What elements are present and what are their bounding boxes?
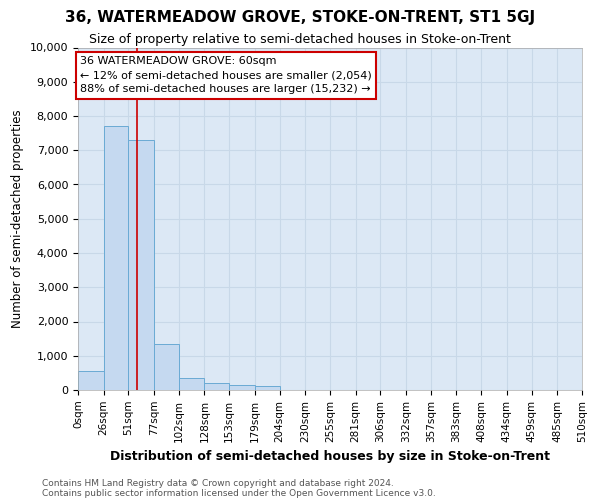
Bar	[229, 385, 255, 390]
Bar	[255, 386, 280, 390]
Text: 36 WATERMEADOW GROVE: 60sqm
← 12% of semi-detached houses are smaller (2,054)
88: 36 WATERMEADOW GROVE: 60sqm ← 12% of sem…	[80, 56, 372, 94]
Bar	[154, 344, 179, 390]
Text: Contains public sector information licensed under the Open Government Licence v3: Contains public sector information licen…	[42, 488, 436, 498]
Y-axis label: Number of semi-detached properties: Number of semi-detached properties	[11, 110, 24, 328]
Bar	[104, 126, 128, 390]
Bar	[205, 383, 229, 390]
Text: Size of property relative to semi-detached houses in Stoke-on-Trent: Size of property relative to semi-detach…	[89, 32, 511, 46]
X-axis label: Distribution of semi-detached houses by size in Stoke-on-Trent: Distribution of semi-detached houses by …	[110, 450, 550, 463]
Text: 36, WATERMEADOW GROVE, STOKE-ON-TRENT, ST1 5GJ: 36, WATERMEADOW GROVE, STOKE-ON-TRENT, S…	[65, 10, 535, 25]
Bar	[179, 378, 205, 390]
Bar	[78, 371, 104, 390]
Bar	[128, 140, 154, 390]
Text: Contains HM Land Registry data © Crown copyright and database right 2024.: Contains HM Land Registry data © Crown c…	[42, 478, 394, 488]
